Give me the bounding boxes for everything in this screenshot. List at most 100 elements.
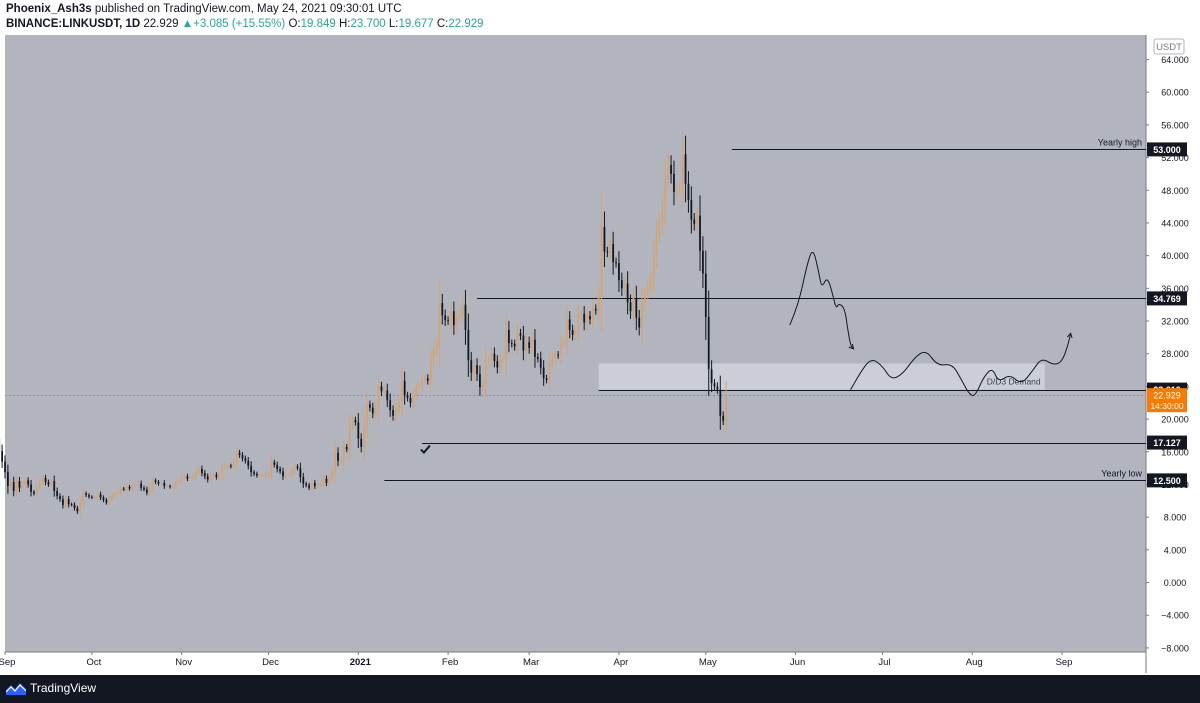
candle[interactable] — [96, 491, 99, 501]
candle[interactable] — [545, 374, 548, 384]
candle[interactable] — [658, 213, 661, 244]
candle[interactable] — [496, 355, 499, 374]
candle[interactable] — [406, 391, 409, 402]
candle[interactable] — [574, 325, 577, 341]
candle[interactable] — [560, 335, 562, 364]
candle[interactable] — [325, 475, 328, 487]
candle[interactable] — [421, 375, 423, 392]
candle[interactable] — [490, 348, 493, 366]
candle[interactable] — [606, 246, 609, 258]
candle[interactable] — [644, 286, 646, 311]
candle[interactable] — [250, 461, 253, 477]
candle[interactable] — [273, 459, 276, 468]
candle[interactable] — [215, 472, 218, 480]
candle[interactable] — [444, 309, 447, 326]
candle[interactable] — [655, 219, 658, 270]
candle[interactable] — [206, 473, 209, 483]
candle[interactable] — [667, 153, 670, 190]
candle[interactable] — [212, 472, 215, 478]
candle[interactable] — [418, 383, 421, 391]
candle[interactable] — [548, 353, 551, 391]
candle[interactable] — [713, 379, 716, 391]
candle[interactable] — [143, 485, 145, 492]
candle[interactable] — [412, 388, 415, 409]
candle[interactable] — [348, 412, 351, 463]
forecast-side-path[interactable] — [850, 333, 1072, 396]
candle[interactable] — [583, 306, 586, 331]
candle[interactable] — [507, 320, 510, 353]
candle[interactable] — [82, 488, 85, 508]
candle[interactable] — [481, 379, 484, 392]
candle[interactable] — [357, 413, 360, 449]
forecast-down-path[interactable] — [789, 251, 854, 350]
candle[interactable] — [293, 462, 296, 476]
candle[interactable] — [342, 439, 345, 468]
candle[interactable] — [235, 446, 238, 469]
candle[interactable] — [285, 472, 287, 479]
candle[interactable] — [105, 497, 108, 505]
candle[interactable] — [432, 341, 435, 370]
candle[interactable] — [626, 271, 629, 315]
candle[interactable] — [360, 433, 363, 453]
candle[interactable] — [33, 489, 35, 496]
candle[interactable] — [441, 293, 444, 325]
candle[interactable] — [180, 473, 183, 485]
candle[interactable] — [632, 288, 635, 321]
candle[interactable] — [9, 478, 12, 490]
candle[interactable] — [568, 311, 571, 339]
candle[interactable] — [93, 496, 96, 499]
candle[interactable] — [102, 495, 105, 503]
candle[interactable] — [522, 325, 525, 361]
candle[interactable] — [331, 466, 334, 483]
candle[interactable] — [696, 206, 699, 233]
candle[interactable] — [4, 455, 6, 479]
candle[interactable] — [322, 475, 325, 488]
candle[interactable] — [183, 474, 186, 479]
candle[interactable] — [166, 484, 169, 488]
candle[interactable] — [704, 250, 707, 341]
candle[interactable] — [554, 349, 557, 363]
candle[interactable] — [64, 495, 67, 509]
candle[interactable] — [424, 374, 426, 385]
candle[interactable] — [1, 444, 4, 469]
candle[interactable] — [383, 387, 386, 395]
candle[interactable] — [693, 213, 696, 231]
demand-zone[interactable] — [598, 363, 1045, 390]
candle[interactable] — [464, 289, 467, 345]
candle[interactable] — [458, 309, 461, 322]
candle[interactable] — [279, 466, 282, 474]
candle[interactable] — [53, 475, 56, 497]
candle[interactable] — [502, 357, 504, 364]
candle[interactable] — [47, 479, 50, 487]
candle[interactable] — [151, 475, 154, 493]
candle[interactable] — [12, 476, 15, 497]
candle[interactable] — [438, 280, 441, 368]
candle[interactable] — [629, 294, 632, 319]
candle[interactable] — [722, 411, 725, 426]
candle[interactable] — [542, 360, 545, 386]
candle[interactable] — [534, 329, 536, 368]
candle[interactable] — [276, 461, 279, 473]
candle[interactable] — [707, 290, 710, 396]
candle[interactable] — [513, 339, 516, 351]
candle[interactable] — [224, 463, 226, 469]
candle[interactable] — [638, 309, 641, 336]
candle[interactable] — [699, 195, 701, 272]
candle[interactable] — [198, 466, 200, 475]
candle[interactable] — [487, 356, 490, 364]
candle[interactable] — [609, 235, 612, 261]
candle[interactable] — [510, 339, 513, 348]
candle[interactable] — [174, 478, 177, 491]
candle[interactable] — [122, 486, 125, 491]
candle[interactable] — [172, 485, 174, 489]
candle[interactable] — [400, 368, 403, 416]
candle[interactable] — [647, 279, 649, 302]
candle[interactable] — [687, 171, 690, 213]
candle[interactable] — [90, 495, 93, 500]
candle[interactable] — [50, 478, 53, 488]
candle[interactable] — [455, 309, 458, 333]
candle[interactable] — [374, 402, 377, 419]
candle[interactable] — [88, 493, 90, 499]
candle[interactable] — [264, 472, 267, 478]
candle[interactable] — [111, 492, 114, 503]
